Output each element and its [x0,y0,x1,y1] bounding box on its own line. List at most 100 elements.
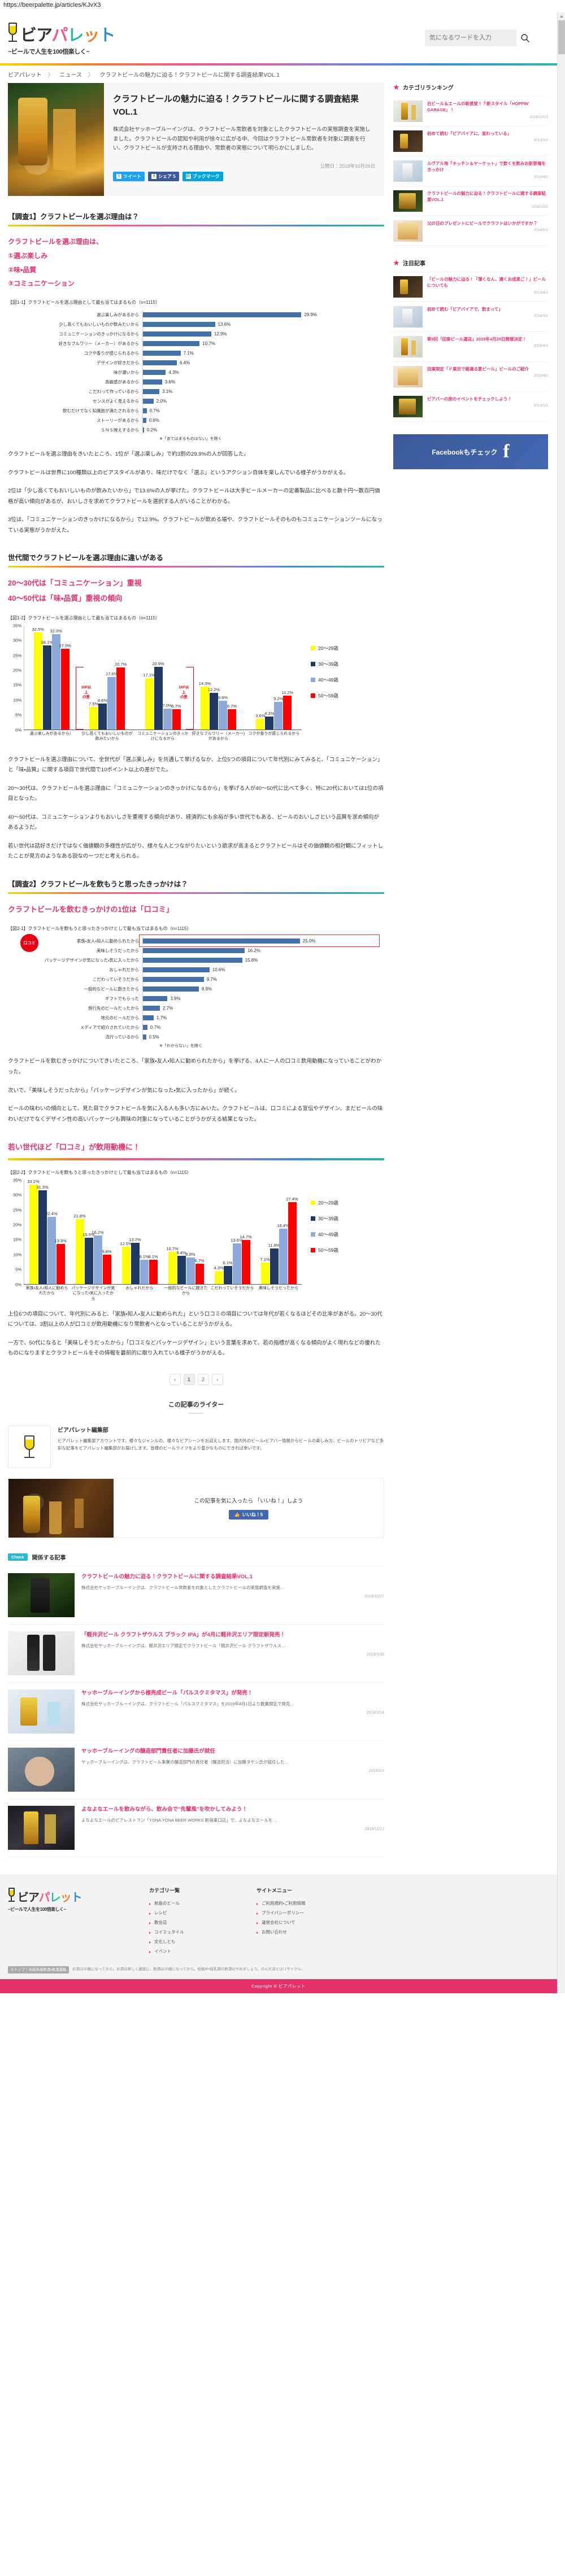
list-item[interactable]: 田東限定「ド東京で厳選る夏ビール」ビールのご紹介 2019/4/2 [393,362,548,392]
chart-fig2-2: 0% 5% 10% 15% 20% 25% 30% 35% 33.2% 31.3% 22.4% 13.… [8,1177,384,1302]
footer-link[interactable]: 前島のビール [149,1898,234,1908]
sidebar-item-label[interactable]: 田東限定「ド東京で厳選る夏ビール」ビールのご紹介 [427,366,529,372]
list-item[interactable]: 初めて読む「ビアバイアに、変わっている」 2019/3/2 [393,126,548,156]
list-item[interactable]: 「軽井沢ビール クラフトザウルス ブラック IPA」が4月に軽井沢エリア限定新発… [8,1625,384,1683]
related-article-title[interactable]: 「軽井沢ビール クラフトザウルス ブラック IPA」が4月に軽井沢エリア限定新発… [81,1631,285,1638]
chart-legend-swatch [311,693,315,698]
writer-name[interactable]: ビアパレット編集部 [58,1427,108,1434]
chart-bar-value: 0.5% [149,1034,159,1040]
chart-bar-value: 20.9% [152,661,164,667]
article-thumbnail [393,306,423,328]
writer-info: ビアパレット編集部 ビアパレット編集部アカウントです。様々なジャンルの、様々なビ… [58,1425,384,1468]
sidebar-item-label[interactable]: 「ビールの魅力に迫る！「薄くなん、遅くお成果ご！」ビールについても [427,277,546,289]
sidebar-item-label[interactable]: 初めて読む「ビアバイアに、変わっている」 [427,131,512,136]
chart-diff-bracket [76,666,84,730]
beer-glass-icon [23,1434,36,1459]
chart-bar-row: センスがよく見えるから 2.0% [8,396,384,406]
chart-bar-value: 14.3% [198,681,211,687]
scroll-up-arrow-icon[interactable] [558,12,565,20]
chart-x-tick-label: パッケージデザインが気になった・気に入ったから [71,1286,115,1301]
share-twitter-button[interactable]: t ツイート [113,171,145,181]
sidebar-item-label[interactable]: ビアバーの旅のイベントをチェックしよう！ [427,396,512,401]
sidebar-item-label[interactable]: 初めて読む「ビアバイアで、飲まって」 [427,307,503,312]
list-item[interactable]: 白ビール＆エールの新感覚！？新スタイル「HOPPIN' GARAGE」！ 2018… [393,97,548,126]
chart-bar: 20.7% [115,662,127,730]
page-title: クラフトビールの魅力に迫る！クラフトビールに関する調査結果VOL.1 [113,94,359,117]
list-item[interactable]: 父の日のプレゼントにビールでクラフトはいかがですか？ 2019/5/2 [393,216,548,246]
chart-bar: 28.1% [41,640,53,730]
list-item[interactable]: 「ビールの魅力に迫る！「薄くなん、遅くお成果ご！」ビールについても 2019/4/… [393,272,548,302]
chart-bar-track: 0.7% [142,1023,384,1032]
chart-bar-row: 好きなブルワリー（メーカー）があるから 10.7% [8,339,384,348]
footer-link-list: ご利用規約・ご利用情報 プライバシーポリシー 運営会社について お問い合わせ [257,1898,341,1937]
footer-link[interactable]: コイミュタイル [149,1927,234,1937]
share-facebook-button[interactable]: f シェア 5 [148,171,179,181]
footer-link[interactable]: プライバシーポリシー [257,1908,341,1918]
scrollbar-thumb[interactable] [558,20,565,54]
share-buttons: t ツイート f シェア 5 B! ブックマーク [113,171,375,181]
list-item[interactable]: よなよなエールを飲みながら、飲み会で"先輩風"を吹かしてみよう！ よなよなエールの… [8,1799,384,1857]
chart-bar-track: 12.9% [142,329,384,339]
footer-link[interactable]: お問い合わせ [257,1927,341,1937]
browser-scrollbar[interactable] [557,12,565,1993]
chart-bar-value: 4.3% [264,710,275,716]
facebook-like-button[interactable]: 👍 いいね！5 [228,1509,269,1520]
survey1-paragraph2-2: 40〜50代は、コミュニケーションよりもおいしさを重視する傾向があり、経済的にも… [8,814,379,831]
sidebar-item-label[interactable]: 白ビール＆エールの新感覚！？新スタイル「HOPPIN' GARAGE」！ [427,101,529,113]
footer-link[interactable]: レシピ [149,1908,234,1918]
search-input[interactable] [425,29,516,46]
related-article-title[interactable]: クラフトビールの魅力に迫る！クラフトビールに関する調査結果VOL.1 [81,1573,253,1580]
related-article-title[interactable]: よなよなエールを飲みながら、飲み会で"先輩風"を吹かしてみよう！ [81,1806,247,1813]
list-item[interactable]: ルヴアル地「キッチン＆ヤーケット」で飲くを飲みお新登場をきっかけ 2018/4/2 [393,156,548,186]
sidebar-item-label[interactable]: 父の日のプレゼントにビールでクラフトはいかがですか？ [427,221,537,226]
pagination-next[interactable]: › [211,1373,223,1385]
footer-column-sitemenu: サイトメニュー ご利用規約・ご利用情報 プライバシーポリシー 運営会社について お問い… [257,1887,341,1956]
footer-link[interactable]: ご利用規約・ご利用情報 [257,1898,341,1908]
footer-link[interactable]: 運営会社について [257,1918,341,1927]
footer-column-title: カテゴリ一覧 [149,1887,180,1893]
chart-bar-value: 1.7% [156,1015,167,1020]
sidebar-item-label[interactable]: 第9回「田東ビール運送」2019年4月29日開催決定！ [427,337,527,342]
footer-logo[interactable]: ビアパレット ~ビールで人生を100倍楽しく~ [8,1887,127,1956]
chart-bar-value: 28.1% [41,640,53,645]
footer-link[interactable]: 教会店 [149,1918,234,1927]
sidebar-block-featured: 注目記事 「ビールの魅力に迫る！「薄くなん、遅くお成果ご！」ビールについても 20… [393,259,548,422]
pagination-page-2[interactable]: 2 [197,1373,209,1385]
list-item[interactable]: ヤッホーブルーイングから様売成ビール「パルスクミタマス」が発売！ 株式会社ヤッホー… [8,1683,384,1741]
chart-bar-group: 7.1% 11.9% 18.4% 27.4% [255,1180,302,1284]
pagination-page-1[interactable]: 1 [183,1373,195,1385]
breadcrumb-item-home[interactable]: ビアパレット [8,72,42,78]
footer-link[interactable]: イベント [149,1946,234,1956]
writer-description: ビアパレット編集部アカウントです。様々なジャンルの、様々なビアシーンをお迎えしま… [58,1438,384,1451]
writer-section-heading: この記事のライター [8,1400,384,1414]
list-item[interactable]: 第9回「田東ビール運送」2019年4月29日開催決定！ 2019/4/2 [393,332,548,362]
related-article-title[interactable]: ヤッホーブルーイングの醸造部門責任者に加藤氏が就任 [81,1748,215,1754]
list-item[interactable]: ビアバーの旅のイベントをチェックしよう！ 2019/1/1 [393,392,548,422]
list-item[interactable]: ヤッホーブルーイングの醸造部門責任者に加藤氏が就任 ヤッホーブルーイングは、クラフ… [8,1741,384,1799]
facebook-icon: f [503,441,510,462]
chart-bar-row: おしゃれだから 10.6% [8,965,384,975]
content-wrapper: クラフトビールの魅力に迫る！クラフトビールに関する調査結果VOL.1 株式会社ヤ… [0,83,557,1857]
sidebar-item-label[interactable]: クラフトビールの魅力に迫る！クラフトビールに関する調査結果VOL.1 [427,191,546,203]
facebook-check-banner[interactable]: Facebookもチェック f [393,434,548,469]
chart-legend-item: 50〜59歳 [311,692,358,699]
related-article-info: よなよなエールを飲みながら、飲み会で"先輩風"を吹かしてみよう！ よなよなエールの… [81,1806,384,1850]
sidebar-item-label[interactable]: ルヴアル地「キッチン＆ヤーケット」で飲くを飲みお新登場をきっかけ [427,161,546,173]
related-article-title[interactable]: ヤッホーブルーイングから様売成ビール「パルスクミタマス」が発売！ [81,1689,253,1696]
breadcrumb-item-news[interactable]: ニュース [59,72,82,78]
chart-bar-value: 7.0% [162,702,172,708]
search-button[interactable] [516,29,533,46]
list-item[interactable]: 初めて読む「ビアバイアで、飲まって」 2019/4/2 [393,302,548,332]
sidebar-item-info: 父の日のプレゼントにビールでクラフトはいかがですか？ 2019/5/2 [427,220,548,232]
share-hatena-button[interactable]: B! ブックマーク [182,171,223,181]
list-item[interactable]: クラフトビールの魅力に迫る！クラフトビールに関する調査結果VOL.1 株式会社ヤッ… [8,1566,384,1625]
list-item[interactable]: クラフトビールの魅力に迫る！クラフトビールに関する調査結果VOL.1 2018/1… [393,186,548,216]
chart-legend-item: 40〜49歳 [311,676,358,683]
site-logo[interactable]: ビアパレット ~ビールで人生を100倍楽しく~ [8,20,115,56]
chart-bar-fill [143,369,166,375]
browser-url-bar[interactable]: https://beerpalette.jp/articles/KJvX3 [0,0,565,12]
pagination-prev[interactable]: ‹ [169,1373,181,1385]
footer-link[interactable]: 文化しとも [149,1937,234,1946]
article-hero-image [8,83,104,196]
share-twitter-label: ツイート [123,173,141,179]
